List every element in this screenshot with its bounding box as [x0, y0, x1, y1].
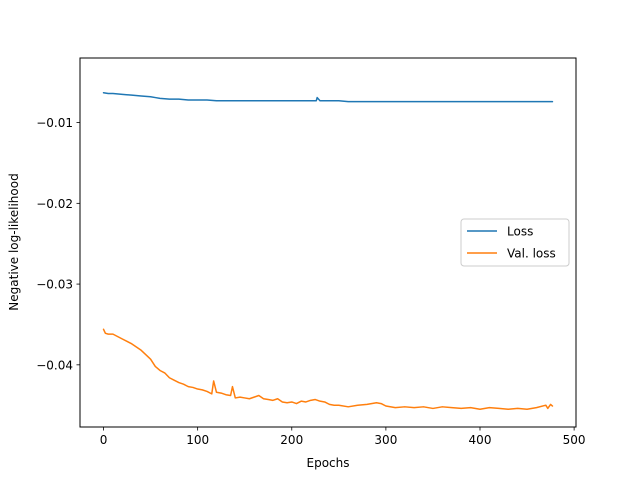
x-tick-label: 300: [374, 433, 397, 447]
x-axis-label: Epochs: [307, 456, 350, 470]
x-tick-label: 500: [563, 433, 586, 447]
legend: Loss Val. loss: [460, 218, 570, 267]
x-tick-label: 100: [186, 433, 209, 447]
y-tick-label: −0.04: [36, 358, 73, 372]
y-tick-label: −0.01: [36, 116, 73, 130]
y-tick-label: −0.03: [36, 278, 73, 292]
y-axis-label: Negative log-likelihood: [7, 173, 21, 310]
series-line-val-loss: [102, 328, 554, 410]
legend-label-loss: Loss: [507, 225, 533, 239]
legend-label-val-loss: Val. loss: [507, 247, 556, 261]
y-tick-label: −0.02: [36, 197, 73, 211]
plot-frame: [79, 57, 577, 428]
x-axis: 0 100 200 300 400 500: [100, 427, 586, 447]
x-tick-label: 0: [100, 433, 108, 447]
series-layer: [102, 91, 554, 410]
series-line-loss: [102, 91, 554, 103]
y-axis: −0.01 −0.02 −0.03 −0.04: [36, 116, 80, 372]
x-tick-label: 200: [280, 433, 303, 447]
x-tick-label: 400: [469, 433, 492, 447]
